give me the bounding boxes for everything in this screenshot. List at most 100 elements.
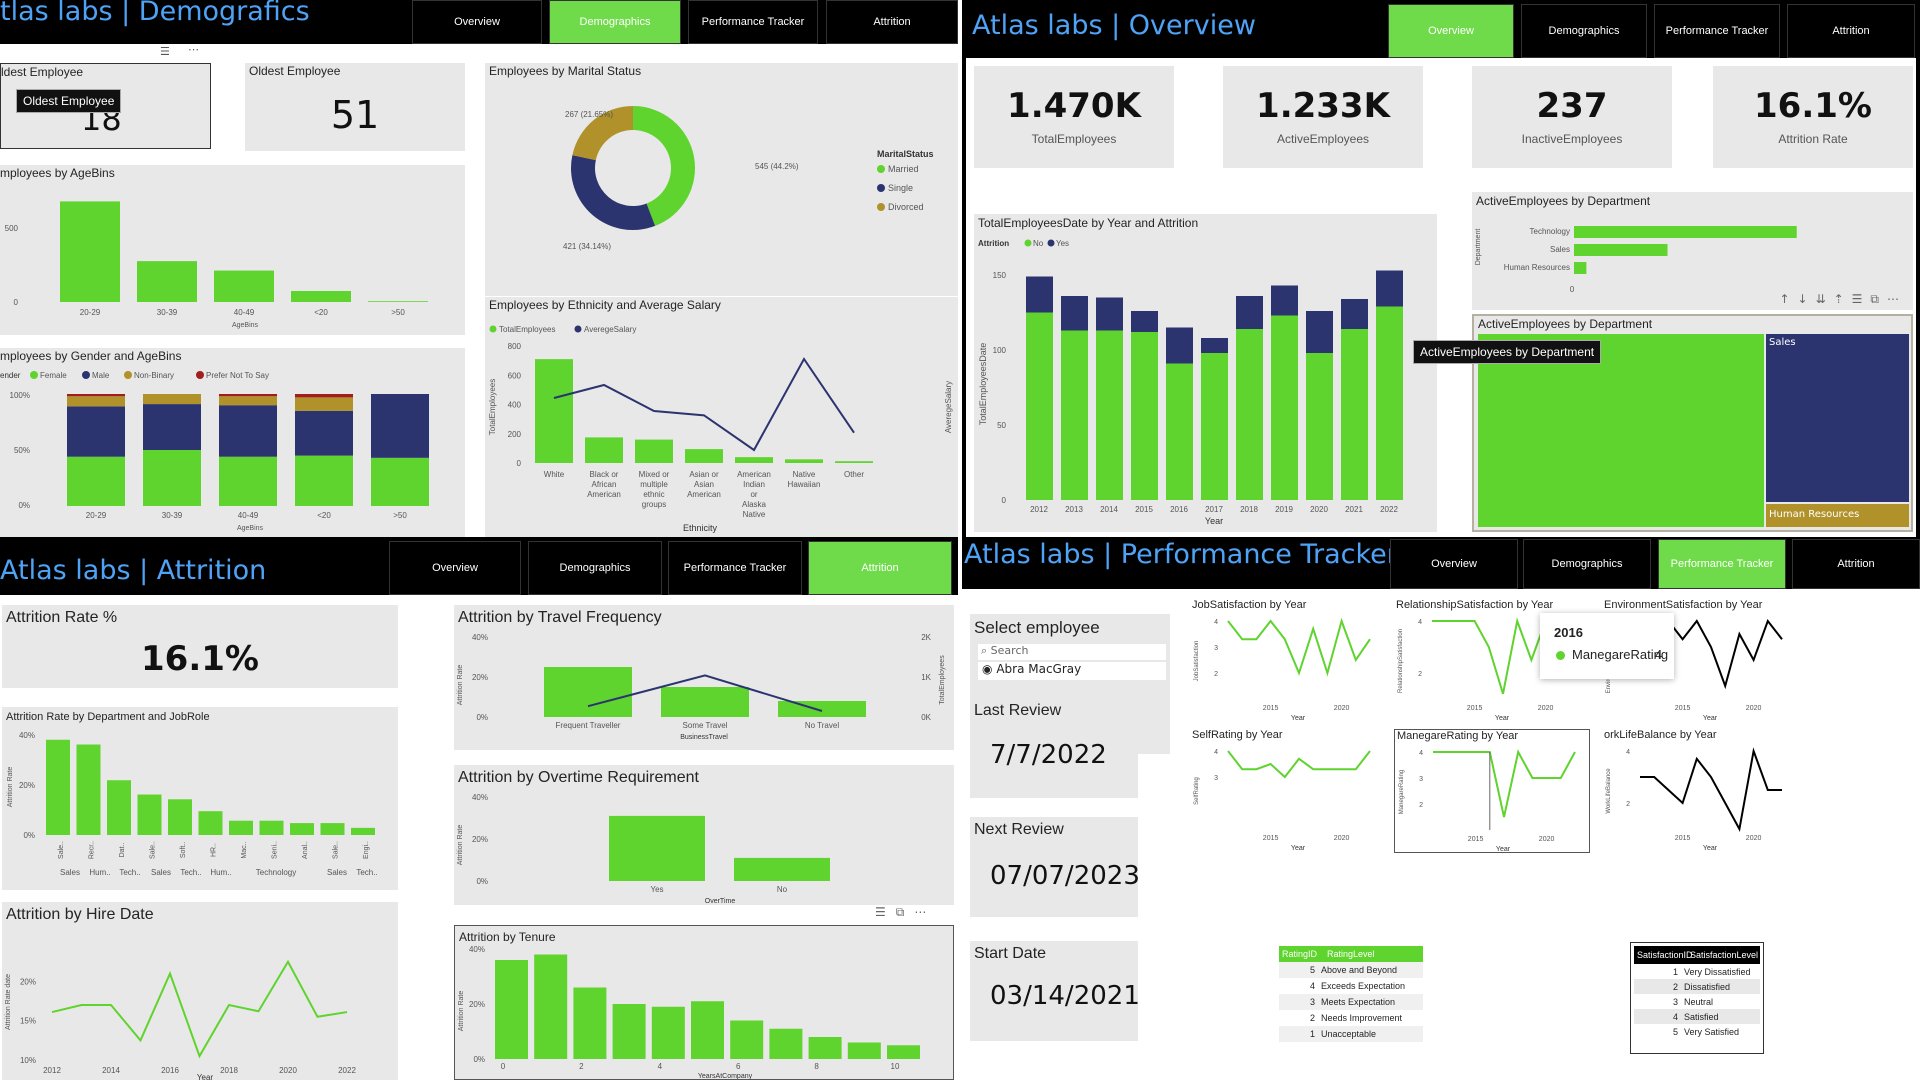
treemap-human-resources[interactable]: Human Resources	[1766, 504, 1909, 527]
filter-icon[interactable]: ☰	[160, 45, 170, 58]
rating-level-cell: Exceeds Expectation	[1321, 981, 1406, 991]
y-axis-label: Attrition Rate	[457, 665, 464, 706]
legend-dot-yes	[1047, 239, 1055, 247]
legend-label: Male	[92, 371, 110, 380]
rating-table-row: 2 Needs Improvement	[1279, 1010, 1423, 1026]
donut-slice-married	[633, 106, 695, 226]
year-bar-no	[1026, 312, 1053, 500]
y-tick: 200	[508, 430, 522, 439]
nav-overview[interactable]: Overview	[389, 541, 521, 595]
x-tick-label: 2016	[1170, 505, 1188, 514]
x-tick-label: 2019	[1275, 505, 1293, 514]
y-tick: 15%	[20, 1017, 36, 1026]
slicer-item[interactable]: ◉ Abra MacGray	[978, 662, 1166, 680]
treemap-technology[interactable]	[1478, 334, 1764, 527]
year-bar-no	[1061, 330, 1088, 500]
search-input[interactable]: Search	[990, 644, 1029, 657]
tenure-bar	[612, 1004, 646, 1059]
slicer-search-box[interactable]: ⌕ Search	[978, 644, 1166, 660]
x-tick-label: Native	[793, 470, 816, 479]
x-tick-label: Hawaiian	[788, 480, 821, 489]
nav-demographics[interactable]: Demographics	[1523, 539, 1651, 589]
nav-demographics[interactable]: Demographics	[549, 0, 681, 44]
nav-performance-tracker[interactable]: Performance Tracker	[1654, 4, 1780, 58]
legend-label: Non-Binary	[134, 371, 174, 380]
x-tick-label: ethnic	[643, 490, 664, 499]
nav-performance-tracker[interactable]: Performance Tracker	[688, 0, 818, 44]
legend-dot-total	[489, 325, 497, 333]
y-tick: 4	[1419, 750, 1423, 757]
nav-attrition[interactable]: Attrition	[1787, 4, 1915, 58]
rating-table-row: 4 Exceeds Expectation	[1279, 978, 1423, 994]
y-axis-label: SelfRating	[1194, 777, 1200, 805]
rating-level-cell: Above and Beyond	[1321, 965, 1398, 975]
nav-demographics[interactable]: Demographics	[528, 541, 662, 595]
nav-overview[interactable]: Overview	[1390, 539, 1518, 589]
y-tick: 0%	[476, 877, 488, 886]
dept-bar-chart: Department Technology Sales Human Resources…	[1475, 226, 1797, 294]
year-bar-yes	[1131, 311, 1158, 332]
performance-title: Atlas labs | Performance Tracker	[964, 539, 1398, 570]
x-tick-label: 2020	[1538, 705, 1554, 712]
gender-stack-female	[295, 455, 353, 506]
perf-chart-title: SelfRating by Year	[1192, 729, 1283, 741]
satisfaction-table-header: SatisfactionID SatisfactionLevel	[1634, 946, 1760, 964]
nav-attrition[interactable]: Attrition	[808, 541, 952, 595]
year-bar-yes	[1376, 270, 1403, 307]
y-tick: 0%	[23, 831, 35, 840]
year-bar-no	[1341, 329, 1368, 500]
x-tick-label: groups	[642, 500, 666, 509]
tenure-bar	[534, 954, 568, 1059]
travel-line	[587, 674, 823, 712]
x-tick-label: 2013	[1065, 505, 1083, 514]
x-axis-label: Year	[1205, 516, 1223, 526]
x-tick-label: >50	[393, 511, 407, 520]
x-tick-label: American	[587, 490, 621, 499]
nav-demographics[interactable]: Demographics	[1521, 4, 1647, 58]
overview-title: Atlas labs | Overview	[972, 10, 1256, 41]
x-tick-label: 2015	[1263, 835, 1279, 842]
more-options-icon[interactable]: ⋯	[188, 43, 199, 56]
role-bar	[320, 823, 345, 835]
nav-attrition[interactable]: Attrition	[1792, 539, 1920, 589]
dept-label: Technology	[1530, 227, 1570, 236]
perf-chart-title: orkLifeBalance by Year	[1604, 729, 1717, 741]
nav-performance-tracker[interactable]: Performance Tracker	[1658, 539, 1786, 589]
tenure-bar	[847, 1042, 881, 1059]
satisfaction-level-cell: Dissatisfied	[1684, 981, 1731, 992]
nav-overview[interactable]: Overview	[1388, 4, 1514, 58]
attrition-rate-card: Attrition Rate % 16.1%	[2, 605, 398, 688]
x-axis-label: YearsAtCompany	[698, 1073, 753, 1080]
legend-dot	[196, 371, 204, 379]
dept-role-card: Attrition Rate by Department and JobRole…	[2, 707, 398, 890]
y-tick: 20%	[472, 835, 488, 844]
year-bar-no	[1306, 353, 1333, 500]
y-axis-label: Attrition Rate	[457, 825, 464, 866]
legend-dot	[124, 371, 132, 379]
x-tick-label: 10	[891, 1062, 900, 1071]
role-bar	[168, 799, 192, 835]
rating-table-row: 5 Above and Beyond	[1279, 962, 1423, 978]
visual-toolbar[interactable]: ↑↓⇊⇡☰⧉⋯	[1779, 292, 1907, 306]
y-axis-label: Department	[1475, 229, 1482, 266]
overtime-toolbar[interactable]: ☰⧉⋯	[875, 905, 937, 919]
y-tick: 0	[1002, 496, 1007, 505]
y-tick: 20%	[20, 977, 36, 986]
legend-dot-divorced	[877, 203, 885, 211]
legend-label: Prefer Not To Say	[206, 371, 269, 380]
nav-attrition[interactable]: Attrition	[826, 0, 958, 44]
nav-overview[interactable]: Overview	[412, 0, 542, 44]
ethnicity-bar	[835, 461, 873, 463]
x-axis-label: Year	[197, 1073, 214, 1080]
gender-agebins-card: mployees by Gender and AgeBins ender Fema…	[0, 348, 465, 537]
satisfaction-table-row: 3 Neutral	[1634, 994, 1760, 1009]
perf-line-chart: 3 4 SelfRating 2015 2020 Year	[1194, 749, 1371, 852]
x-axis-label: Year	[1703, 715, 1718, 722]
nav-performance-tracker[interactable]: Performance Tracker	[668, 541, 802, 595]
attrition-dashboard: Atlas labs | Attrition Overview Demograp…	[0, 537, 958, 1080]
youngest-employee-tooltip: Oldest Employee	[16, 89, 122, 113]
x-axis-label: BusinessTravel	[680, 734, 728, 741]
y-tick: 50	[997, 421, 1006, 430]
x-tick-label: 20-29	[86, 511, 107, 520]
treemap-sales[interactable]: Sales	[1766, 334, 1909, 502]
